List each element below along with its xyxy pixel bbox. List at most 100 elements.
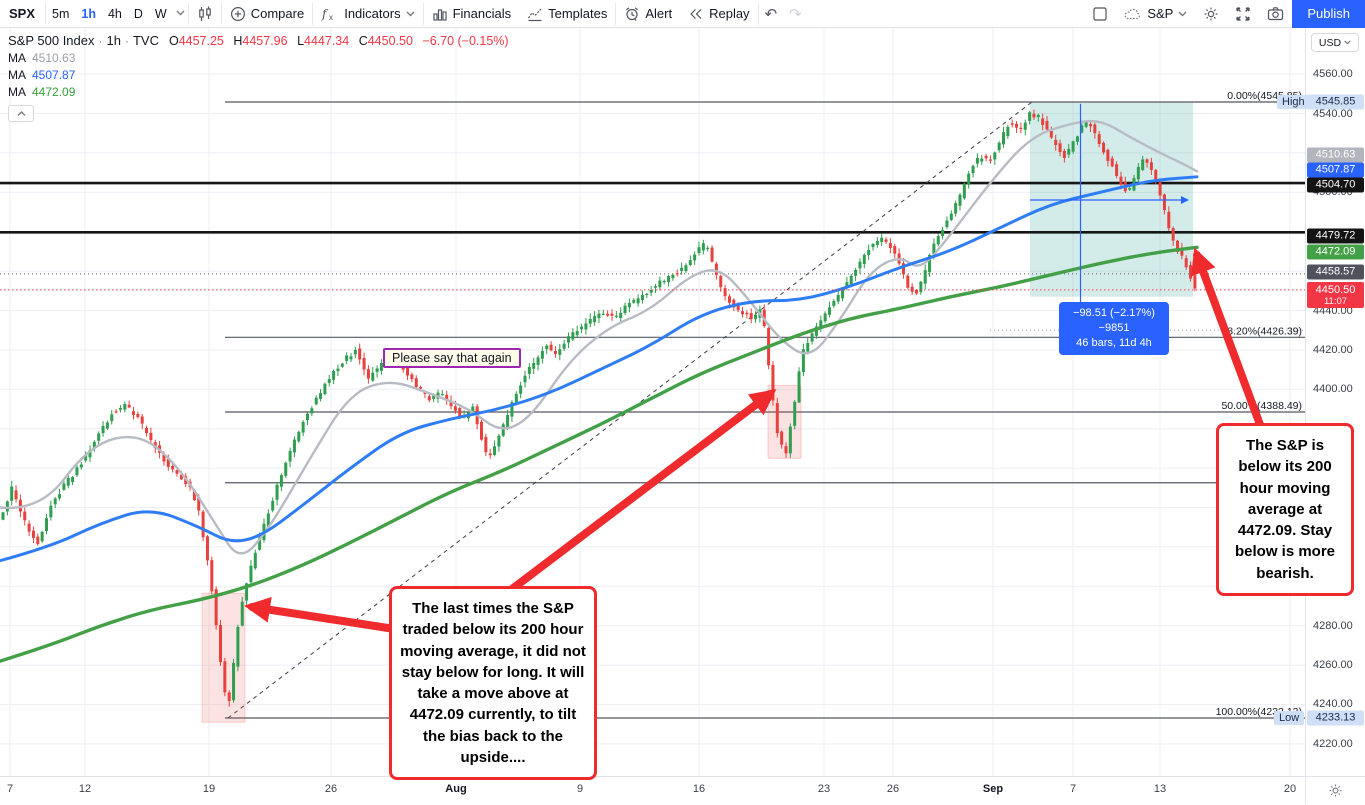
legend-ma-row-1[interactable]: MA 4510.63	[8, 51, 76, 65]
undo-button[interactable]: ↶	[764, 4, 778, 23]
alert-button[interactable]: Alert	[616, 0, 680, 27]
ma-value: 4507.87	[32, 68, 76, 82]
toolbar-divider	[312, 2, 314, 25]
time-tick: 23	[817, 783, 831, 795]
candlestick-icon	[198, 6, 211, 21]
svg-text:f: f	[321, 7, 329, 21]
price-label-chip: 4233.13	[1307, 710, 1364, 726]
text-note-drawing[interactable]: Please say that again	[383, 348, 521, 368]
price-tick: 4400.00	[1313, 383, 1353, 396]
price-axis[interactable]: USD 4560.004540.004500.004440.004420.004…	[1305, 28, 1365, 776]
price-label-chip: 4472.09	[1307, 244, 1364, 260]
publish-button[interactable]: Publish	[1292, 0, 1365, 28]
price-tick: 4260.00	[1313, 659, 1353, 672]
chevron-down-icon	[406, 11, 415, 16]
price-tick: 4540.00	[1313, 107, 1353, 120]
interval-chevron-down-icon[interactable]	[173, 8, 188, 19]
layout-button[interactable]	[1084, 0, 1116, 27]
fib-label: 50.00%(4388.49)	[1221, 400, 1302, 412]
low-label: Low	[1274, 711, 1305, 725]
time-tick: 7	[6, 783, 14, 795]
axis-settings-corner[interactable]	[1305, 776, 1365, 804]
interval-4h[interactable]: 4h	[107, 6, 122, 21]
chart-canvas[interactable]: 0.00%(4545.85)38.20%(4426.39)50.00%(4388…	[0, 28, 1305, 776]
time-tick: 26	[324, 783, 338, 795]
measure-bar-count: 46 bars, 11d 4h	[1076, 337, 1152, 349]
time-tick: Aug	[445, 783, 467, 795]
legend-interval: 1h	[106, 33, 121, 48]
alert-clock-icon	[626, 6, 639, 21]
symbol-button[interactable]: SPX	[9, 6, 36, 21]
templates-button[interactable]: Templates	[519, 0, 615, 27]
price-label-chip: 4504.70	[1307, 177, 1364, 193]
legend-symbol-row[interactable]: S&P 500 Index · 1h · TVC O4457.25 H4457.…	[8, 33, 509, 48]
time-tick: 12	[78, 783, 92, 795]
legend-ohlc: O4457.25 H4457.96 L4447.34 C4450.50 −6.7…	[168, 33, 509, 48]
time-tick: 9	[576, 783, 584, 795]
replay-button[interactable]: Replay	[680, 0, 757, 27]
layout-square-icon	[1093, 6, 1107, 21]
price-label-chip: 4545.85	[1307, 94, 1364, 110]
ma-line-1[interactable]	[0, 119, 1199, 555]
indicators-button[interactable]: f x Indicators	[313, 0, 422, 27]
financials-button[interactable]: Financials	[424, 0, 520, 27]
price-label-chip: 4479.72	[1307, 228, 1364, 244]
fullscreen-button[interactable]	[1227, 0, 1259, 27]
callout-right-note[interactable]: The S&P is below its 200 hour moving ave…	[1216, 423, 1354, 597]
templates-sparkline-icon	[528, 8, 542, 21]
chevron-up-icon	[17, 110, 25, 116]
snapshot-button[interactable]	[1259, 0, 1292, 27]
price-tick: 4560.00	[1313, 68, 1353, 81]
chevron-down-icon	[1344, 40, 1351, 45]
fib-label: 38.20%(4426.39)	[1221, 325, 1302, 337]
interval-d[interactable]: D	[133, 6, 143, 21]
legend-ma-row-3[interactable]: MA 4472.09	[8, 85, 76, 99]
indicators-fx-icon: f x	[321, 7, 333, 22]
ma-value: 4472.09	[32, 85, 76, 99]
ma-line-2[interactable]	[0, 175, 1199, 563]
red-arrow-drawing[interactable]	[1191, 247, 1266, 434]
toolbar-divider	[187, 2, 189, 25]
ma-value: 4510.63	[32, 51, 76, 65]
price-tick: 4240.00	[1313, 698, 1353, 711]
red-arrow-drawing[interactable]	[244, 596, 392, 632]
legend-exchange: TVC	[132, 33, 159, 48]
gear-icon	[1329, 784, 1342, 797]
financials-bars-icon	[432, 8, 447, 21]
time-tick: 26	[886, 783, 900, 795]
toolbar-divider	[757, 2, 759, 25]
legend-ma-row-2[interactable]: MA 4507.87	[8, 68, 76, 82]
cloud-save-button[interactable]: S&P	[1116, 0, 1195, 27]
compare-button[interactable]: Compare	[222, 0, 312, 27]
price-label-chip: 4510.63	[1307, 147, 1364, 163]
high-label: High	[1277, 95, 1310, 109]
price-tick: 4220.00	[1313, 737, 1353, 750]
time-tick: 13	[1153, 783, 1167, 795]
price-tick: 4420.00	[1313, 343, 1353, 356]
red-arrow-drawing[interactable]	[504, 389, 777, 596]
interval-w[interactable]: W	[154, 6, 167, 21]
legend-collapse-button[interactable]	[8, 105, 34, 122]
time-axis[interactable]: 7 12 19 26 Aug 9 16 23 26 Sep 7 13 20	[0, 776, 1305, 805]
time-tick: 20	[1283, 783, 1297, 795]
measure-price-change: −98.51 (−2.17%) −9851	[1073, 307, 1155, 334]
time-tick: Sep	[982, 783, 1004, 795]
fullscreen-icon	[1236, 6, 1251, 21]
price-label-chip: 4458.57	[1307, 264, 1364, 280]
countdown-timer: 11:07	[1323, 295, 1348, 307]
toolbar-divider	[422, 2, 424, 25]
toolbar-divider	[615, 2, 617, 25]
measure-stats-box[interactable]: −98.51 (−2.17%) −9851 46 bars, 11d 4h	[1059, 302, 1169, 355]
callout-bottom-note[interactable]: The last times the S&P traded below its …	[389, 586, 597, 781]
top-toolbar: SPX 5m 1h 4h D W Compare f x Indicators …	[0, 0, 1365, 28]
interval-5m[interactable]: 5m	[52, 6, 70, 21]
gear-icon	[1204, 7, 1218, 20]
chart-settings-button[interactable]	[1195, 0, 1227, 27]
svg-text:x: x	[329, 13, 333, 22]
interval-1h[interactable]: 1h	[81, 6, 96, 21]
chart-style-button[interactable]	[189, 0, 221, 27]
redo-button[interactable]: ↷	[789, 4, 802, 23]
currency-selector[interactable]: USD	[1311, 33, 1359, 52]
chart-legend: S&P 500 Index · 1h · TVC O4457.25 H4457.…	[8, 33, 509, 122]
ma-line-3[interactable]	[0, 245, 1199, 663]
